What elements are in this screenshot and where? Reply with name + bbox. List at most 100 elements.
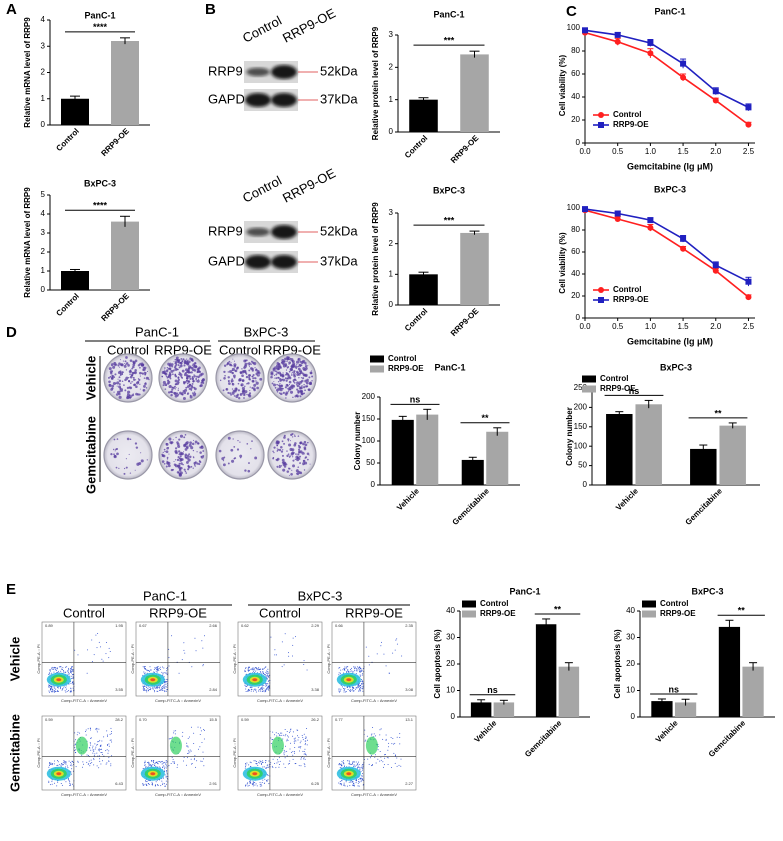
colony-dot xyxy=(305,443,308,446)
colony-dot xyxy=(301,361,304,364)
legend-marker xyxy=(598,297,604,303)
colony-dot xyxy=(252,375,254,377)
event-dot xyxy=(144,668,145,669)
chart-title: PanC-1 xyxy=(509,586,540,596)
colony-dot xyxy=(299,456,301,458)
event-dot xyxy=(166,784,167,785)
event-dot xyxy=(54,667,55,668)
event-dot xyxy=(200,734,201,735)
event-dot xyxy=(289,760,290,761)
event-dot xyxy=(349,782,350,783)
event-dot xyxy=(144,673,145,674)
event-dot xyxy=(202,761,203,762)
colony-dot xyxy=(143,385,146,388)
colony-dot xyxy=(172,373,174,375)
event-dot xyxy=(253,669,254,670)
colony-dot xyxy=(188,380,190,382)
event-dot xyxy=(90,763,91,764)
colony-dot xyxy=(188,375,191,378)
event-dot xyxy=(51,668,52,669)
y-tick-label: 0 xyxy=(389,300,394,309)
quadrant-value: 13.1 xyxy=(405,717,414,722)
colony-dot xyxy=(223,460,224,461)
event-dot xyxy=(91,737,92,738)
data-point xyxy=(745,294,751,300)
event-dot xyxy=(270,737,271,738)
event-dot xyxy=(356,780,357,781)
event-dot xyxy=(63,760,64,761)
bar xyxy=(536,624,556,717)
event-dot xyxy=(54,690,55,691)
colony-dot xyxy=(285,391,288,394)
event-dot xyxy=(54,686,55,687)
event-dot xyxy=(264,783,265,784)
event-dot xyxy=(396,758,397,759)
event-dot xyxy=(350,669,351,670)
event-dot xyxy=(260,688,261,689)
y-tick-label: 200 xyxy=(574,403,588,412)
event-dot xyxy=(65,687,66,688)
colony-dot xyxy=(118,468,119,469)
colony-dot xyxy=(287,388,288,389)
y-tick-label: 200 xyxy=(362,392,376,401)
event-dot xyxy=(338,690,339,691)
colony-dot xyxy=(195,443,196,444)
event-dot xyxy=(266,685,267,686)
event-dot xyxy=(58,691,59,692)
data-point xyxy=(713,97,719,103)
colony-dot xyxy=(194,464,196,466)
significance-label: *** xyxy=(444,36,455,46)
event-dot xyxy=(62,764,63,765)
event-dot xyxy=(193,743,194,744)
colony-dot xyxy=(183,364,185,366)
event-dot xyxy=(305,743,306,744)
event-dot xyxy=(362,768,363,769)
chart-title: BxPC-3 xyxy=(433,185,465,195)
colony-dot xyxy=(193,450,194,451)
event-dot xyxy=(83,764,84,765)
colony-dot xyxy=(170,394,172,396)
event-dot xyxy=(259,669,260,670)
event-dot xyxy=(66,685,67,686)
significance-label: ** xyxy=(714,408,722,418)
colony-dot xyxy=(280,465,282,467)
event-dot xyxy=(108,750,109,751)
event-dot xyxy=(179,673,180,674)
event-dot xyxy=(282,666,283,667)
y-axis-label: Relative mRNA level of RRP9 xyxy=(23,17,32,128)
colony-dot xyxy=(162,371,165,374)
colony-dot xyxy=(169,368,170,369)
event-dot xyxy=(251,691,252,692)
colony-dot xyxy=(220,380,221,381)
event-dot xyxy=(359,671,360,672)
event-dot xyxy=(78,762,79,763)
colony-dot xyxy=(231,379,234,382)
event-dot xyxy=(355,766,356,767)
event-dot xyxy=(302,737,303,738)
event-dot xyxy=(258,687,259,688)
event-dot xyxy=(250,687,251,688)
event-dot xyxy=(304,766,305,767)
legend-marker xyxy=(598,122,604,128)
quadrant-value: 0.70 xyxy=(139,717,148,722)
event-dot xyxy=(166,781,167,782)
colony-dot xyxy=(277,450,279,452)
event-dot xyxy=(372,764,373,765)
event-dot xyxy=(69,783,70,784)
colony-dot xyxy=(127,391,130,394)
event-dot xyxy=(399,737,400,738)
event-dot xyxy=(391,743,392,744)
colony-dot xyxy=(178,394,179,395)
chart-title: BxPC-3 xyxy=(660,362,692,372)
event-dot xyxy=(157,672,158,673)
event-dot xyxy=(159,761,160,762)
colony-dot xyxy=(294,378,296,380)
colony-dot xyxy=(296,458,297,459)
colony-dot xyxy=(223,371,225,373)
colony-dot xyxy=(192,368,195,371)
event-dot xyxy=(262,760,263,761)
event-dot xyxy=(48,691,49,692)
event-dot xyxy=(154,687,155,688)
event-dot xyxy=(144,784,145,785)
colony-dot xyxy=(198,379,199,380)
